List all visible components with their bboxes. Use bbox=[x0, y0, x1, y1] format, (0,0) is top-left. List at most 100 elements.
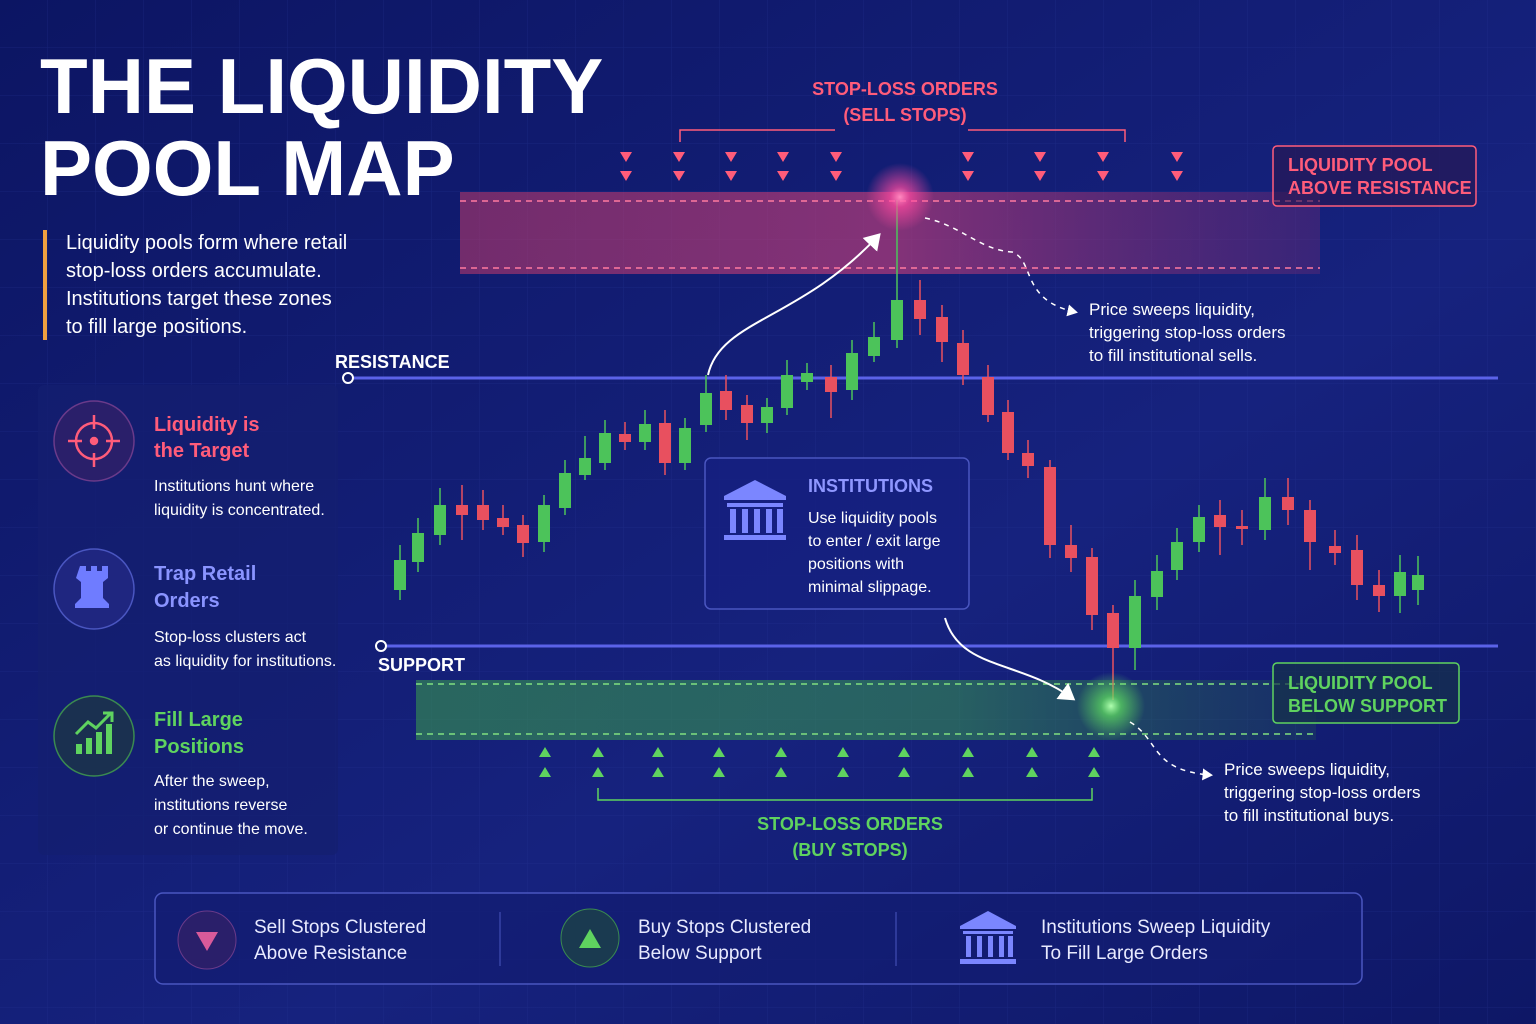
candle-body bbox=[679, 428, 691, 463]
bank-icon-part bbox=[730, 509, 736, 533]
sell-stop bbox=[1097, 152, 1109, 162]
card-title: the Target bbox=[154, 440, 250, 462]
sell-stop bbox=[962, 152, 974, 162]
growth-icon-part-part bbox=[76, 744, 82, 754]
legend-text: Above Resistance bbox=[254, 943, 407, 964]
level-dot bbox=[375, 640, 387, 652]
bank-icon-part bbox=[960, 959, 1016, 964]
institutions-text: Use liquidity pools bbox=[808, 510, 937, 527]
buy-stop bbox=[775, 747, 787, 757]
candle-body bbox=[599, 433, 611, 463]
candle-body bbox=[517, 525, 529, 543]
target-icon bbox=[53, 400, 135, 482]
buy-stop bbox=[962, 747, 974, 757]
legend-text: Below Support bbox=[638, 943, 762, 964]
bank-icon-part bbox=[960, 911, 1016, 929]
candle-body bbox=[1022, 453, 1034, 466]
buy-stop bbox=[713, 767, 725, 777]
candles bbox=[394, 200, 1424, 700]
bank-icon-part bbox=[777, 509, 783, 533]
legend-text: Institutions Sweep Liquidity bbox=[1041, 917, 1271, 938]
candle-body bbox=[801, 373, 813, 382]
pool-below-zone bbox=[416, 680, 1316, 740]
card-title: Trap Retail bbox=[154, 563, 256, 585]
sell-stop bbox=[777, 171, 789, 181]
pool-below-label: LIQUIDITY POOL bbox=[1288, 673, 1433, 693]
growth-icon-part bbox=[76, 724, 112, 754]
rook-icon-part bbox=[75, 566, 109, 608]
buy-stop bbox=[539, 747, 551, 757]
sweep-note: Price sweeps liquidity, bbox=[1224, 760, 1390, 779]
sell-icon bbox=[177, 910, 237, 970]
candle-body bbox=[761, 407, 773, 423]
card-desc: as liquidity for institutions. bbox=[154, 653, 336, 670]
candle-body bbox=[914, 300, 926, 319]
institutions-title: INSTITUTIONS bbox=[808, 476, 933, 496]
sell-icon-part bbox=[196, 932, 218, 951]
institutions-text: positions with bbox=[808, 556, 904, 573]
candle-body bbox=[1044, 467, 1056, 545]
arrow bbox=[707, 233, 881, 376]
candle-body bbox=[659, 423, 671, 463]
candle-body bbox=[846, 353, 858, 390]
card-title: Orders bbox=[154, 590, 220, 612]
growth-icon-part-part bbox=[106, 724, 112, 754]
sell-stop bbox=[620, 152, 632, 162]
buy-stop bbox=[652, 767, 664, 777]
buy-stop bbox=[539, 767, 551, 777]
buy-stop bbox=[592, 747, 604, 757]
candle-body bbox=[1282, 497, 1294, 510]
level-dot bbox=[342, 372, 354, 384]
bank-icon-part bbox=[966, 936, 971, 957]
buy-stops-label: STOP-LOSS ORDERS bbox=[757, 814, 943, 834]
candle-body bbox=[1412, 575, 1424, 590]
buy-stop bbox=[1088, 747, 1100, 757]
buy-stop bbox=[837, 747, 849, 757]
sell-stop bbox=[725, 152, 737, 162]
zone-border bbox=[416, 683, 1316, 735]
buy-stop bbox=[1088, 767, 1100, 777]
candle-body bbox=[434, 505, 446, 535]
legend-box bbox=[154, 892, 1363, 985]
candle-body bbox=[1236, 526, 1248, 529]
buy-stop bbox=[713, 747, 725, 757]
candle-body bbox=[936, 317, 948, 342]
candle-body bbox=[1214, 515, 1226, 527]
card-desc: liquidity is concentrated. bbox=[154, 502, 325, 519]
sell-stop bbox=[1171, 152, 1183, 162]
sweep-glow bbox=[1077, 672, 1145, 740]
candle-body bbox=[538, 505, 550, 542]
growth-icon-part bbox=[103, 711, 114, 722]
dashed-arrow bbox=[1129, 721, 1213, 781]
bank-icon-part bbox=[724, 535, 786, 540]
legend-text: Buy Stops Clustered bbox=[638, 917, 811, 938]
sell-stop bbox=[777, 152, 789, 162]
stop-markers bbox=[539, 152, 1183, 777]
candle-body bbox=[497, 518, 509, 527]
sell-stop bbox=[673, 152, 685, 162]
buy-stops-label: (BUY STOPS) bbox=[792, 840, 907, 860]
bank-icon-part bbox=[724, 480, 786, 500]
candle-body bbox=[456, 505, 468, 515]
sweep-glow bbox=[866, 163, 934, 231]
institutions-text: to enter / exit large bbox=[808, 533, 941, 550]
growth-icon-part-part bbox=[96, 732, 102, 754]
candle-body bbox=[1193, 517, 1205, 542]
bracket bbox=[597, 788, 1093, 801]
sell-stop bbox=[725, 171, 737, 181]
candle-body bbox=[781, 375, 793, 408]
intro-text: Institutions target these zones bbox=[66, 288, 332, 310]
bracket bbox=[679, 129, 1126, 142]
sell-stop bbox=[1171, 171, 1183, 181]
sweep-note: to fill institutional sells. bbox=[1089, 346, 1257, 365]
candle-body bbox=[982, 377, 994, 415]
candle-body bbox=[1304, 510, 1316, 542]
card-title: Liquidity is bbox=[154, 414, 260, 436]
sweep-note: to fill institutional buys. bbox=[1224, 806, 1394, 825]
candle-body bbox=[1129, 596, 1141, 648]
candle-body bbox=[394, 560, 406, 590]
bank-icon bbox=[960, 911, 1016, 964]
sell-stop bbox=[1034, 152, 1046, 162]
candle-body bbox=[619, 434, 631, 442]
target-icon-part bbox=[89, 436, 99, 446]
